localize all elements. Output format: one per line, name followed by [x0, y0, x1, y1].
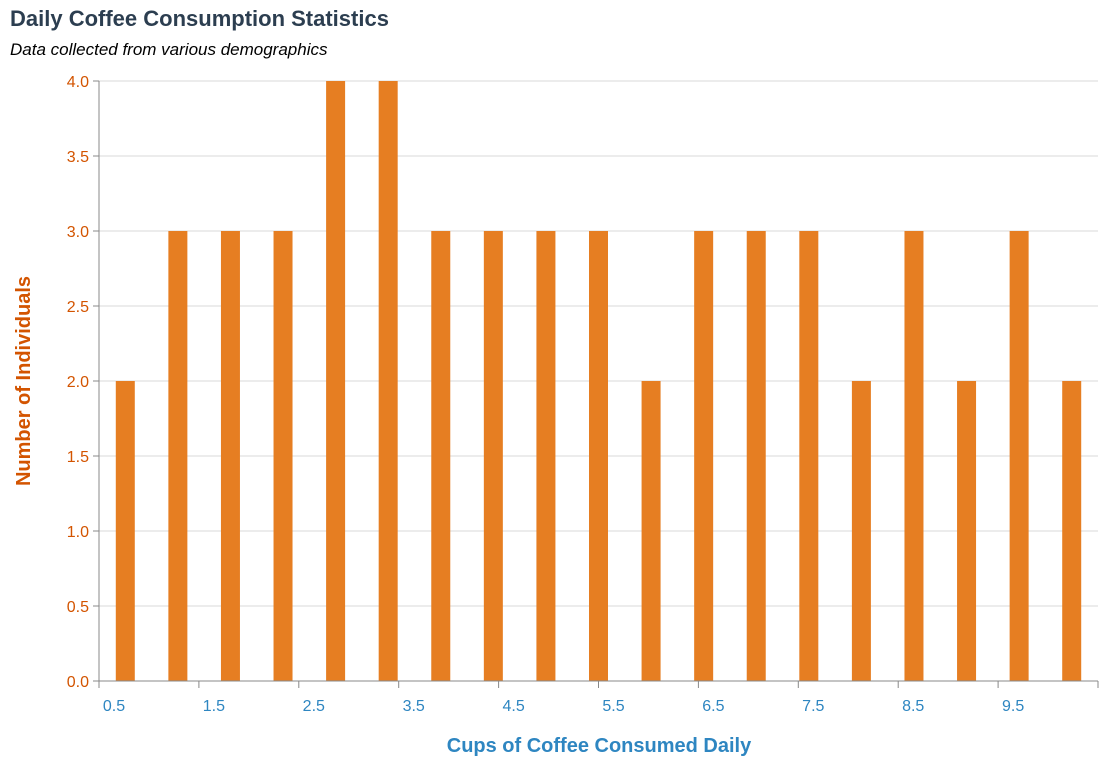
- y-tick-label: 1.0: [67, 524, 89, 541]
- axes: [93, 80, 1099, 688]
- x-tick-label: 4.5: [502, 698, 524, 715]
- x-tick-label: 0.5: [103, 698, 125, 715]
- bar: [589, 231, 608, 681]
- bar: [904, 231, 924, 681]
- y-tick-label: 0.0: [67, 674, 89, 691]
- bar: [220, 231, 240, 681]
- bar: [694, 231, 714, 681]
- x-tick-label: 5.5: [602, 698, 624, 715]
- y-tick-label: 3.0: [67, 224, 89, 241]
- x-tick-label: 3.5: [403, 698, 425, 715]
- bar: [273, 231, 293, 681]
- bar: [115, 381, 135, 681]
- x-tick-label: 7.5: [802, 698, 824, 715]
- chart-subtitle: Data collected from various demographics: [10, 40, 328, 59]
- x-tick-label: 2.5: [303, 698, 325, 715]
- bar: [957, 381, 977, 681]
- bar: [641, 381, 661, 681]
- bar: [378, 81, 398, 681]
- y-tick-label: 3.5: [67, 149, 89, 166]
- x-axis-title: Cups of Coffee Consumed Daily: [447, 735, 752, 757]
- bars: [115, 81, 1082, 681]
- bar: [1009, 231, 1029, 681]
- bar: [746, 231, 766, 681]
- tick-labels: 0.0 0.5 1.0 1.5 2.0 2.5 3.0 3.5 4.0 0.5 1.5 2.5 3.5 4…: [67, 74, 1025, 715]
- y-tick-label: 0.5: [67, 599, 89, 616]
- x-tick-label: 9.5: [1002, 698, 1024, 715]
- x-tick-label: 1.5: [203, 698, 225, 715]
- bar: [1062, 381, 1082, 681]
- bar: [851, 381, 871, 681]
- y-tick-label: 1.5: [67, 449, 89, 466]
- bar: [431, 231, 451, 681]
- bar: [483, 231, 503, 681]
- bar: [168, 231, 188, 681]
- y-axis-title: Number of Individuals: [13, 276, 35, 486]
- y-tick-label: 2.5: [67, 299, 89, 316]
- chart-title: Daily Coffee Consumption Statistics: [10, 6, 389, 31]
- bar: [326, 81, 346, 681]
- x-tick-label: 8.5: [902, 698, 924, 715]
- y-tick-label: 2.0: [67, 374, 89, 391]
- bar: [799, 231, 819, 681]
- bar: [536, 231, 556, 681]
- x-tick-label: 6.5: [702, 698, 724, 715]
- y-tick-label: 4.0: [67, 74, 89, 91]
